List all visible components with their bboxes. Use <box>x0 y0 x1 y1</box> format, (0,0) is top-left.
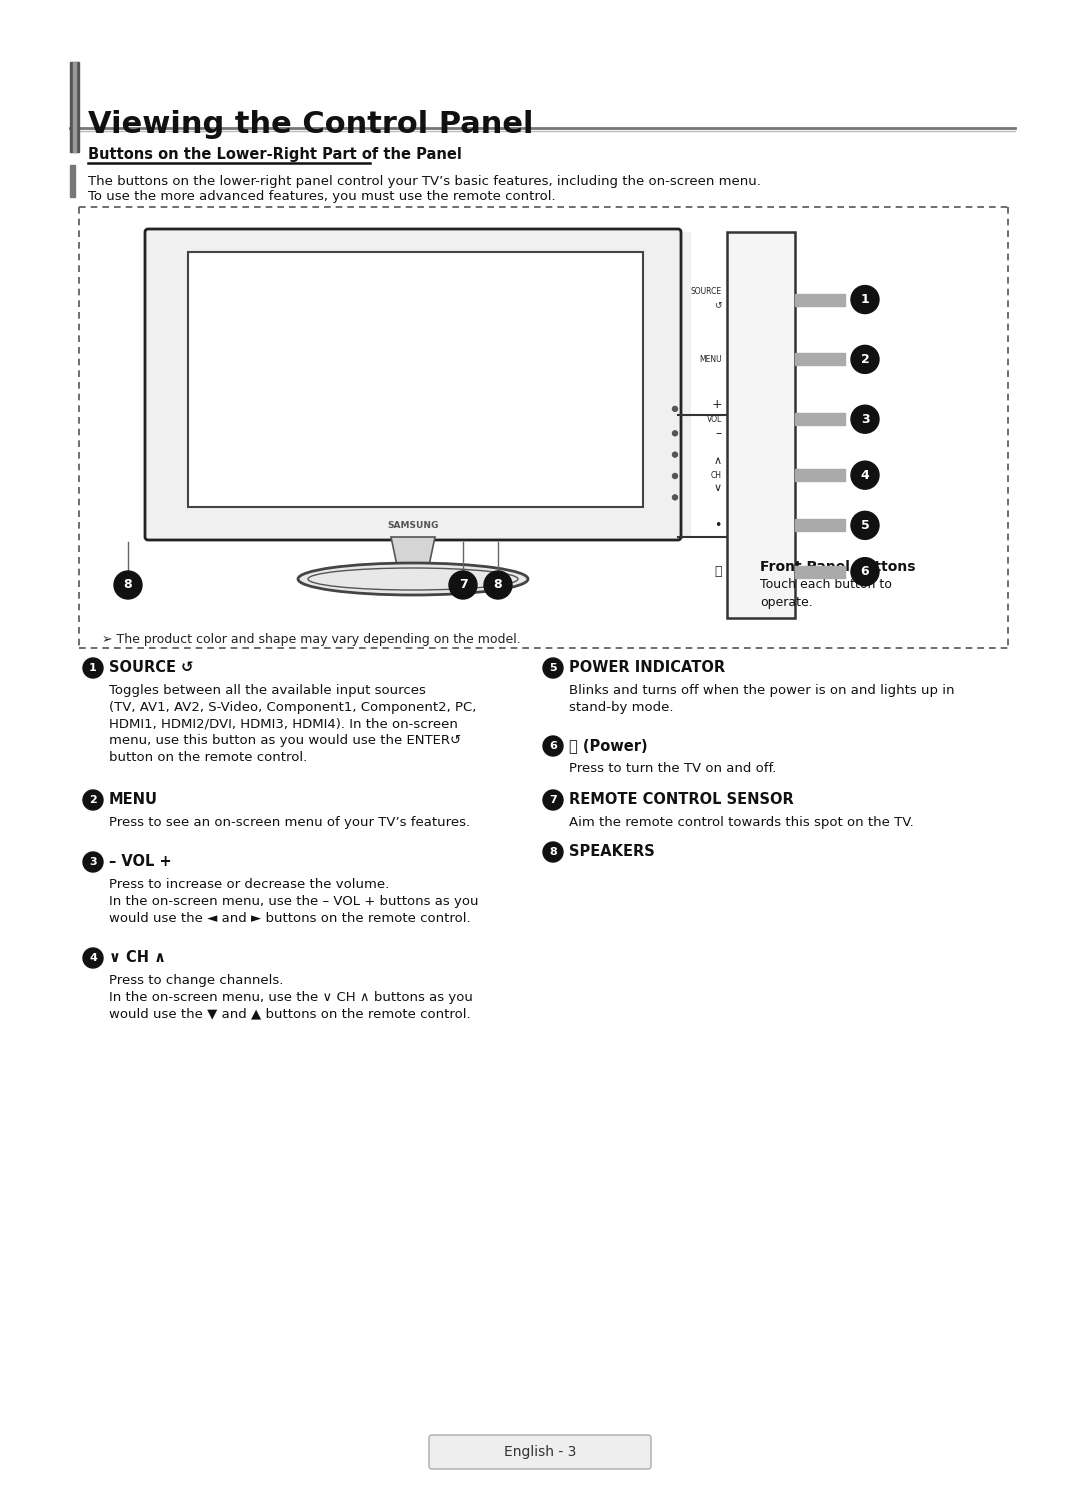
Bar <box>73 62 76 152</box>
Circle shape <box>851 461 879 490</box>
Text: ⏻: ⏻ <box>715 565 723 579</box>
Text: 3: 3 <box>861 412 869 426</box>
Text: Aim the remote control towards this spot on the TV.: Aim the remote control towards this spot… <box>569 815 914 829</box>
Text: 1: 1 <box>90 664 97 673</box>
Circle shape <box>673 496 677 500</box>
Text: 7: 7 <box>459 579 468 592</box>
Polygon shape <box>391 537 435 574</box>
Text: 5: 5 <box>550 664 557 673</box>
Circle shape <box>114 571 141 600</box>
Text: 5: 5 <box>861 519 869 531</box>
Text: Press to turn the TV on and off.: Press to turn the TV on and off. <box>569 762 777 775</box>
Text: 1: 1 <box>861 293 869 307</box>
Text: – VOL +: – VOL + <box>109 854 172 869</box>
Circle shape <box>851 345 879 373</box>
Text: ⏻ (Power): ⏻ (Power) <box>569 738 648 753</box>
Bar <box>70 62 79 152</box>
Text: 8: 8 <box>549 847 557 857</box>
Circle shape <box>543 658 563 679</box>
Circle shape <box>673 452 677 457</box>
Circle shape <box>673 406 677 411</box>
Text: 6: 6 <box>549 741 557 751</box>
FancyBboxPatch shape <box>429 1434 651 1469</box>
Circle shape <box>83 853 103 872</box>
FancyBboxPatch shape <box>145 229 681 540</box>
Text: SOURCE ↺: SOURCE ↺ <box>109 661 193 676</box>
Ellipse shape <box>298 562 528 595</box>
Text: English - 3: English - 3 <box>503 1445 577 1460</box>
Text: +: + <box>712 397 723 411</box>
Bar <box>795 469 845 481</box>
Text: SOURCE: SOURCE <box>691 287 723 296</box>
Bar <box>795 293 845 305</box>
Text: ∧: ∧ <box>714 457 723 466</box>
Text: Touch each button to
operate.: Touch each button to operate. <box>760 577 892 609</box>
Text: 6: 6 <box>861 565 869 579</box>
Text: Viewing the Control Panel: Viewing the Control Panel <box>87 110 534 138</box>
Bar <box>727 232 795 618</box>
Bar <box>188 251 643 507</box>
Bar <box>795 519 845 531</box>
Text: 8: 8 <box>494 579 502 592</box>
Bar <box>673 232 691 537</box>
Text: ↺: ↺ <box>715 301 723 310</box>
Text: Press to change channels.
In the on-screen menu, use the ∨ CH ∧ buttons as you
w: Press to change channels. In the on-scre… <box>109 975 473 1021</box>
Text: –: – <box>716 427 723 440</box>
Circle shape <box>673 473 677 479</box>
Circle shape <box>851 286 879 314</box>
Text: MENU: MENU <box>109 793 158 808</box>
Text: 2: 2 <box>861 353 869 366</box>
Text: ∨: ∨ <box>714 484 723 493</box>
Circle shape <box>543 737 563 756</box>
Text: Toggles between all the available input sources
(TV, AV1, AV2, S-Video, Componen: Toggles between all the available input … <box>109 684 476 765</box>
Text: Press to increase or decrease the volume.
In the on-screen menu, use the – VOL +: Press to increase or decrease the volume… <box>109 878 478 924</box>
Circle shape <box>83 658 103 679</box>
Circle shape <box>543 842 563 862</box>
Text: Blinks and turns off when the power is on and lights up in
stand-by mode.: Blinks and turns off when the power is o… <box>569 684 955 714</box>
Text: SAMSUNG: SAMSUNG <box>388 521 438 530</box>
Text: 8: 8 <box>124 579 133 592</box>
Circle shape <box>851 405 879 433</box>
Text: Buttons on the Lower-Right Part of the Panel: Buttons on the Lower-Right Part of the P… <box>87 147 462 162</box>
Text: ➢ The product color and shape may vary depending on the model.: ➢ The product color and shape may vary d… <box>102 632 521 646</box>
Circle shape <box>851 558 879 586</box>
Text: VOL: VOL <box>706 415 723 424</box>
Text: 7: 7 <box>549 795 557 805</box>
Text: SPEAKERS: SPEAKERS <box>569 845 654 860</box>
Text: ∨ CH ∧: ∨ CH ∧ <box>109 951 166 966</box>
Circle shape <box>83 948 103 969</box>
Text: Front Panel buttons: Front Panel buttons <box>760 559 916 574</box>
Text: 4: 4 <box>861 469 869 482</box>
Circle shape <box>673 432 677 436</box>
Text: To use the more advanced features, you must use the remote control.: To use the more advanced features, you m… <box>87 190 555 202</box>
Bar <box>795 353 845 366</box>
Circle shape <box>851 512 879 539</box>
Text: MENU: MENU <box>700 354 723 365</box>
Circle shape <box>83 790 103 809</box>
Text: REMOTE CONTROL SENSOR: REMOTE CONTROL SENSOR <box>569 793 794 808</box>
Text: 3: 3 <box>90 857 97 868</box>
Text: The buttons on the lower-right panel control your TV’s basic features, including: The buttons on the lower-right panel con… <box>87 176 761 187</box>
Bar <box>70 165 75 196</box>
Text: 4: 4 <box>89 952 97 963</box>
Text: 2: 2 <box>90 795 97 805</box>
Bar <box>795 414 845 426</box>
Circle shape <box>543 790 563 809</box>
Text: Press to see an on-screen menu of your TV’s features.: Press to see an on-screen menu of your T… <box>109 815 470 829</box>
Circle shape <box>449 571 477 600</box>
Circle shape <box>484 571 512 600</box>
Text: POWER INDICATOR: POWER INDICATOR <box>569 661 725 676</box>
Bar <box>795 565 845 577</box>
Text: •: • <box>715 519 723 531</box>
Text: CH: CH <box>711 470 723 479</box>
